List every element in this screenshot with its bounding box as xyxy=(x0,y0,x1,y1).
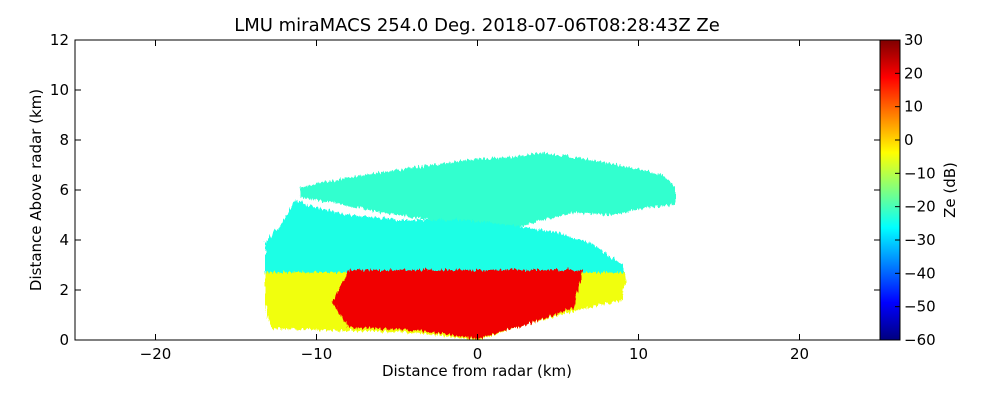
y-axis: 0 2 4 6 8 10 12 xyxy=(50,31,880,349)
y-tick-label: 10 xyxy=(50,81,69,99)
y-tick-label: 4 xyxy=(59,231,69,249)
colorbar-bar xyxy=(879,39,901,341)
y-tick-label: 8 xyxy=(59,131,69,149)
x-axis-label: Distance from radar (km) xyxy=(382,362,572,380)
plot-area xyxy=(265,152,676,340)
y-tick-label: 6 xyxy=(59,181,69,199)
colorbar-tick-label: −40 xyxy=(904,264,936,282)
echo-region-upper-anvil xyxy=(300,152,676,233)
y-tick-label: 0 xyxy=(59,331,69,349)
x-tick-label: −20 xyxy=(140,345,172,363)
colorbar-tick-label: −30 xyxy=(904,231,936,249)
colorbar-label: Ze (dB) xyxy=(941,162,959,218)
colorbar-tick-label: −60 xyxy=(904,331,936,349)
x-axis: −20 −10 0 10 20 xyxy=(140,40,809,363)
y-axis-label: Distance Above radar (km) xyxy=(27,89,45,291)
colorbar-tick-label: −10 xyxy=(904,164,936,182)
x-tick-label: 20 xyxy=(790,345,809,363)
colorbar-tick-label: 30 xyxy=(904,31,923,49)
colorbar-tick-label: 10 xyxy=(904,98,923,116)
x-tick-label: 0 xyxy=(473,345,483,363)
echo-region-core xyxy=(332,270,583,339)
chart-title: LMU miraMACS 254.0 Deg. 2018-07-06T08:28… xyxy=(234,15,720,36)
y-tick-label: 2 xyxy=(59,281,69,299)
echo-regions xyxy=(265,152,676,340)
y-tick-label: 12 xyxy=(50,31,69,49)
colorbar-tick-label: −20 xyxy=(904,198,936,216)
colorbar: 30 20 10 0 −10 −20 −30 −40 −50 −60 Ze (dB) xyxy=(879,31,959,349)
colorbar-tick-label: −50 xyxy=(904,298,936,316)
x-tick-label: −10 xyxy=(301,345,333,363)
x-tick-label: 10 xyxy=(629,345,648,363)
colorbar-tick-label: 0 xyxy=(904,131,914,149)
colorbar-tick-label: 20 xyxy=(904,64,923,82)
echo-region-middle-layer xyxy=(265,200,626,275)
colorbar-ticks: 30 20 10 0 −10 −20 −30 −40 −50 −60 xyxy=(895,31,936,349)
